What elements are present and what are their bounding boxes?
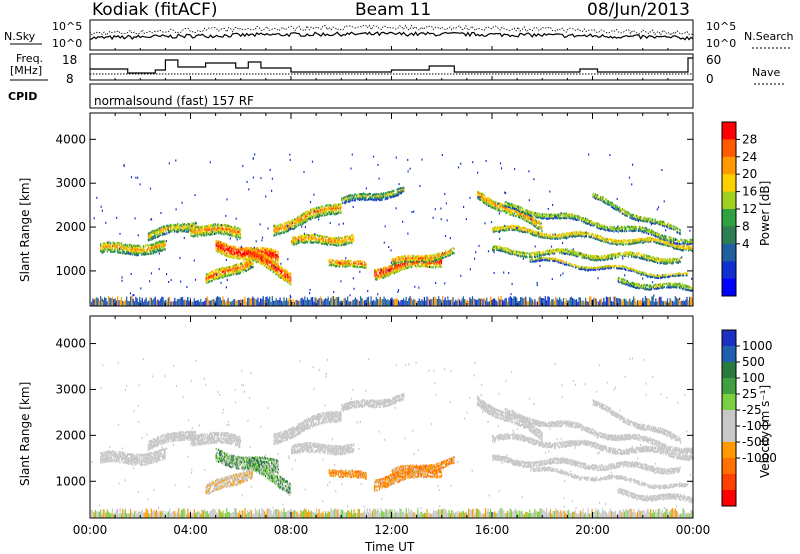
nsky-label: N.Sky	[4, 30, 36, 43]
velocity-colorbar-tick-label: 100	[742, 371, 765, 385]
power-colorbar-tick-label: 20	[742, 167, 757, 181]
velocity-colorbar-segment	[722, 410, 736, 427]
velocity-colorbar-segment	[722, 474, 736, 491]
power-scatter	[91, 153, 694, 307]
velocity-colorbar-tick-label: -1000	[742, 451, 777, 465]
power-colorbar-tick-label: 4	[742, 237, 750, 251]
velocity-colorbar-segment	[722, 362, 736, 379]
x-tick-label: 00:00	[73, 523, 108, 537]
power-colorbar-segment	[722, 156, 736, 175]
x-axis-title: Time UT	[365, 540, 415, 554]
velocity-colorbar-tick-label: -25	[742, 403, 762, 417]
power-ytick-label: 2000	[55, 220, 86, 234]
velocity-colorbar-segment	[722, 330, 736, 347]
power-colorbar-tick-label: 24	[742, 150, 757, 164]
velocity-colorbar-segment	[722, 426, 736, 443]
velocity-scatter	[91, 357, 695, 519]
nsearch-line	[89, 24, 694, 36]
velocity-ytick-label: 4000	[55, 337, 86, 351]
x-tick-label: 04:00	[173, 523, 208, 537]
nave-tick-low: 0	[706, 72, 714, 86]
power-ytick-label: 3000	[55, 176, 86, 190]
date-label: 08/Jun/2013	[587, 0, 690, 20]
power-colorbar-segment	[722, 174, 736, 193]
noise-tick-low-left: 10^0	[52, 37, 83, 50]
velocity-colorbar-segment	[722, 346, 736, 363]
page-title: Kodiak (fitACF)	[92, 0, 218, 20]
velocity-panel-frame	[89, 315, 694, 519]
noise-tick-high-left: 10^5	[52, 20, 83, 33]
velocity-ytick-label: 3000	[55, 382, 86, 396]
freq-line	[90, 57, 693, 74]
power-colorbar-segment	[722, 191, 736, 210]
x-tick-label: 12:00	[374, 523, 409, 537]
power-colorbar-segment	[722, 122, 736, 140]
power-colorbar-tick-label: 8	[742, 219, 750, 233]
cpid-panel	[89, 83, 694, 109]
velocity-ytick-label: 2000	[55, 428, 86, 442]
nave-tick-high: 60	[706, 53, 722, 67]
power-colorbar-tick-label: 12	[742, 202, 757, 216]
power-colorbar-segment	[722, 243, 736, 262]
power-colorbar-segment	[722, 226, 736, 245]
power-colorbar-segment	[722, 209, 736, 227]
power-colorbar-tick-label: 16	[742, 185, 757, 199]
power-colorbar-segment	[722, 261, 736, 280]
x-tick-label: 00:00	[676, 523, 711, 537]
freq-tick-high: 18	[62, 53, 78, 67]
power-colorbar-segment	[722, 139, 736, 158]
velocity-colorbar-segment	[722, 378, 736, 395]
velocity-ytick-label: 1000	[55, 474, 86, 488]
velocity-colorbar-tick-label: 500	[742, 355, 765, 369]
x-tick-label: 16:00	[475, 523, 510, 537]
power-panel-frame	[89, 112, 694, 307]
velocity-colorbar-segment	[722, 442, 736, 459]
beam-label: Beam 11	[355, 0, 432, 20]
nsky-line	[89, 31, 694, 41]
power-colorbar-segment	[722, 278, 736, 297]
freq-tick-low: 8	[66, 72, 74, 86]
noise-tick-high-right: 10^5	[706, 20, 737, 33]
velocity-colorbar-tick-label: -500	[742, 435, 769, 449]
x-tick-label: 20:00	[575, 523, 610, 537]
power-ytick-label: 4000	[55, 132, 86, 146]
x-tick-label: 08:00	[274, 523, 309, 537]
cpid-text: normalsound (fast) 157 RF	[94, 94, 254, 108]
velocity-colorbar-tick-label: 1000	[742, 339, 773, 353]
velocity-colorbar-segment	[722, 490, 736, 507]
power-colorbar-tick-label: 28	[742, 132, 757, 146]
freq-unit-label: [MHz]	[10, 64, 43, 77]
nave-label: Nave	[752, 66, 781, 79]
nsearch-label: N.Search	[744, 30, 794, 43]
noise-tick-low-right: 10^0	[706, 37, 737, 50]
power-ytick-label: 1000	[55, 264, 86, 278]
velocity-colorbar-tick-label: 25	[742, 387, 757, 401]
velocity-colorbar-tick-label: -100	[742, 419, 769, 433]
velocity-colorbar-segment	[722, 394, 736, 411]
velocity-colorbar-segment	[722, 458, 736, 475]
cpid-label: CPID	[8, 90, 38, 103]
velocity-colorbar-frame	[721, 329, 737, 507]
freq-label: Freq.	[16, 52, 44, 65]
